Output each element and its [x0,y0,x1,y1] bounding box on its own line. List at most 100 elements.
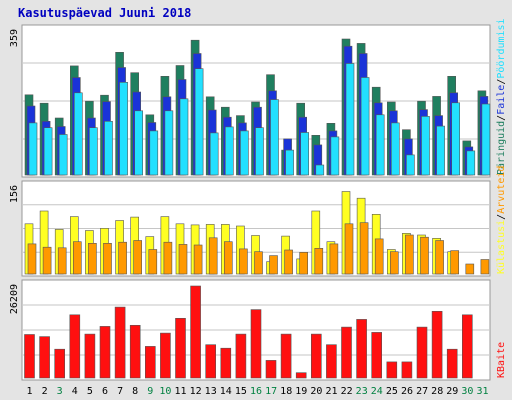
top-bar-pöördumisi-21 [330,136,340,176]
top-bar-pöördumisi-8 [134,110,143,176]
middle-bar-arvuteid-2 [42,246,52,275]
top-bar-pöördumisi-18 [285,149,294,176]
middle-bar-arvuteid-8 [133,240,142,275]
middle-bar-arvuteid-5 [88,243,97,275]
x-label-day-29: 29 [446,386,458,397]
bottom-bar-kbaite-3 [54,348,66,379]
top-bar-pöördumisi-20 [315,164,325,176]
middle-bar-arvuteid-15 [239,248,248,275]
bottom-bar-kbaite-15 [235,333,247,379]
legend-faile: Faile [496,85,507,115]
x-label-day-8: 8 [132,386,138,397]
middle-bar-arvuteid-21 [329,243,339,275]
x-label-day-7: 7 [117,386,123,397]
middle-bar-arvuteid-19 [299,252,309,275]
middle-bar-arvuteid-31 [480,259,490,275]
bottom-ymax-label: 26209 [9,284,20,314]
x-axis-labels: 1 2 3 4 5 6 7 8 9 10 11 12 13 14 15 16 17 18 19 20 21 22 23 24 2… [26,386,488,397]
x-label-day-17: 17 [265,386,277,397]
x-label-day-11: 11 [174,386,186,397]
bottom-bar-kbaite-1 [24,334,35,379]
bottom-bar-kbaite-29 [446,348,458,379]
middle-bar-arvuteid-23 [359,222,369,275]
middle-bar-arvuteid-7 [118,241,127,275]
bottom-bar-kbaite-11 [175,317,186,379]
middle-panel: 156 Külastusi/Arvuteid [9,166,507,277]
top-bar-pöördumisi-7 [119,82,128,176]
chart-title: Kasutuspäevad Juuni 2018 [18,6,191,20]
bottom-bar-kbaite-18 [280,333,292,379]
bottom-bar-kbaite-13 [205,344,216,379]
middle-bar-arvuteid-29 [450,250,460,275]
x-label-day-15: 15 [235,386,247,397]
x-label-day-6: 6 [102,386,108,397]
x-label-day-25: 25 [386,386,398,397]
chart-panels: 359 Päringuid/Faile/Pöördumisi156Külastus… [9,18,507,381]
middle-bar-arvuteid-6 [103,243,112,275]
x-label-day-24: 24 [371,386,383,397]
middle-bar-arvuteid-1 [27,243,37,275]
bottom-bar-kbaite-4 [69,314,81,379]
middle-bar-arvuteid-11 [178,244,188,275]
x-label-day-13: 13 [205,386,217,397]
top-bar-pöördumisi-13 [209,132,219,176]
x-label-day-10: 10 [159,386,171,397]
top-legend: Päringuid/Faile/Pöördumisi [496,18,507,175]
legend-separator: / [496,115,507,121]
bottom-bar-kbaite-17 [265,360,277,379]
bottom-bar-kbaite-21 [326,344,337,379]
x-label-day-27: 27 [416,386,428,397]
middle-bar-arvuteid-9 [148,249,158,275]
top-bar-pöördumisi-5 [89,127,98,176]
x-label-day-1: 1 [26,386,32,397]
middle-bar-arvuteid-28 [435,240,444,275]
bottom-bar-kbaite-5 [84,333,96,379]
top-bar-pöördumisi-1 [28,122,38,176]
top-bar-pöördumisi-15 [240,130,249,176]
bottom-panel: 26209 KBaite [9,279,507,381]
x-label-day-5: 5 [87,386,93,397]
top-bar-pöördumisi-19 [300,132,310,176]
x-label-day-19: 19 [295,386,307,397]
top-bar-pöördumisi-30 [466,150,476,176]
top-bar-pöördumisi-22 [345,63,355,176]
top-ymax-label: 359 [9,29,20,47]
top-bar-pöördumisi-14 [225,126,234,176]
bottom-bar-kbaite-26 [401,361,413,379]
x-label-day-22: 22 [341,386,353,397]
bottom-bar-kbaite-6 [99,326,111,379]
top-bar-pöördumisi-27 [421,116,430,176]
legend-arvuteid: Arvuteid [496,166,507,214]
middle-bar-arvuteid-12 [193,244,203,275]
bottom-bar-kbaite-25 [386,361,398,379]
top-panel: 359 Päringuid/Faile/Pöördumisi [9,18,507,178]
top-bar-pöördumisi-28 [436,125,445,176]
x-label-day-23: 23 [356,386,368,397]
top-bar-pöördumisi-12 [194,68,204,176]
top-bar-pöördumisi-6 [104,121,113,176]
middle-bar-arvuteid-10 [163,241,173,275]
bottom-bar-kbaite-20 [310,333,322,379]
x-label-day-14: 14 [220,386,232,397]
legend-separator: / [496,214,507,220]
middle-bar-arvuteid-22 [344,223,354,275]
middle-bar-arvuteid-4 [73,241,82,275]
top-bar-pöördumisi-3 [58,134,68,176]
x-label-day-12: 12 [190,386,202,397]
middle-bar-arvuteid-30 [465,263,475,275]
middle-bar-arvuteid-17 [269,255,278,275]
middle-legend: Külastusi/Arvuteid [496,166,507,274]
x-label-day-16: 16 [250,386,262,397]
middle-bar-arvuteid-24 [374,238,384,275]
bottom-bar-kbaite-30 [461,314,473,379]
middle-bar-arvuteid-20 [314,248,324,275]
middle-bar-arvuteid-18 [284,249,293,275]
bottom-bar-kbaite-7 [114,306,126,379]
top-bar-pöördumisi-24 [375,114,385,176]
bottom-bar-kbaite-12 [190,285,201,379]
bottom-bar-kbaite-24 [371,332,383,379]
legend-kbaite: KBaite [496,342,507,378]
top-bar-pöördumisi-31 [481,103,491,176]
x-label-day-2: 2 [42,386,48,397]
x-label-day-18: 18 [280,386,292,397]
